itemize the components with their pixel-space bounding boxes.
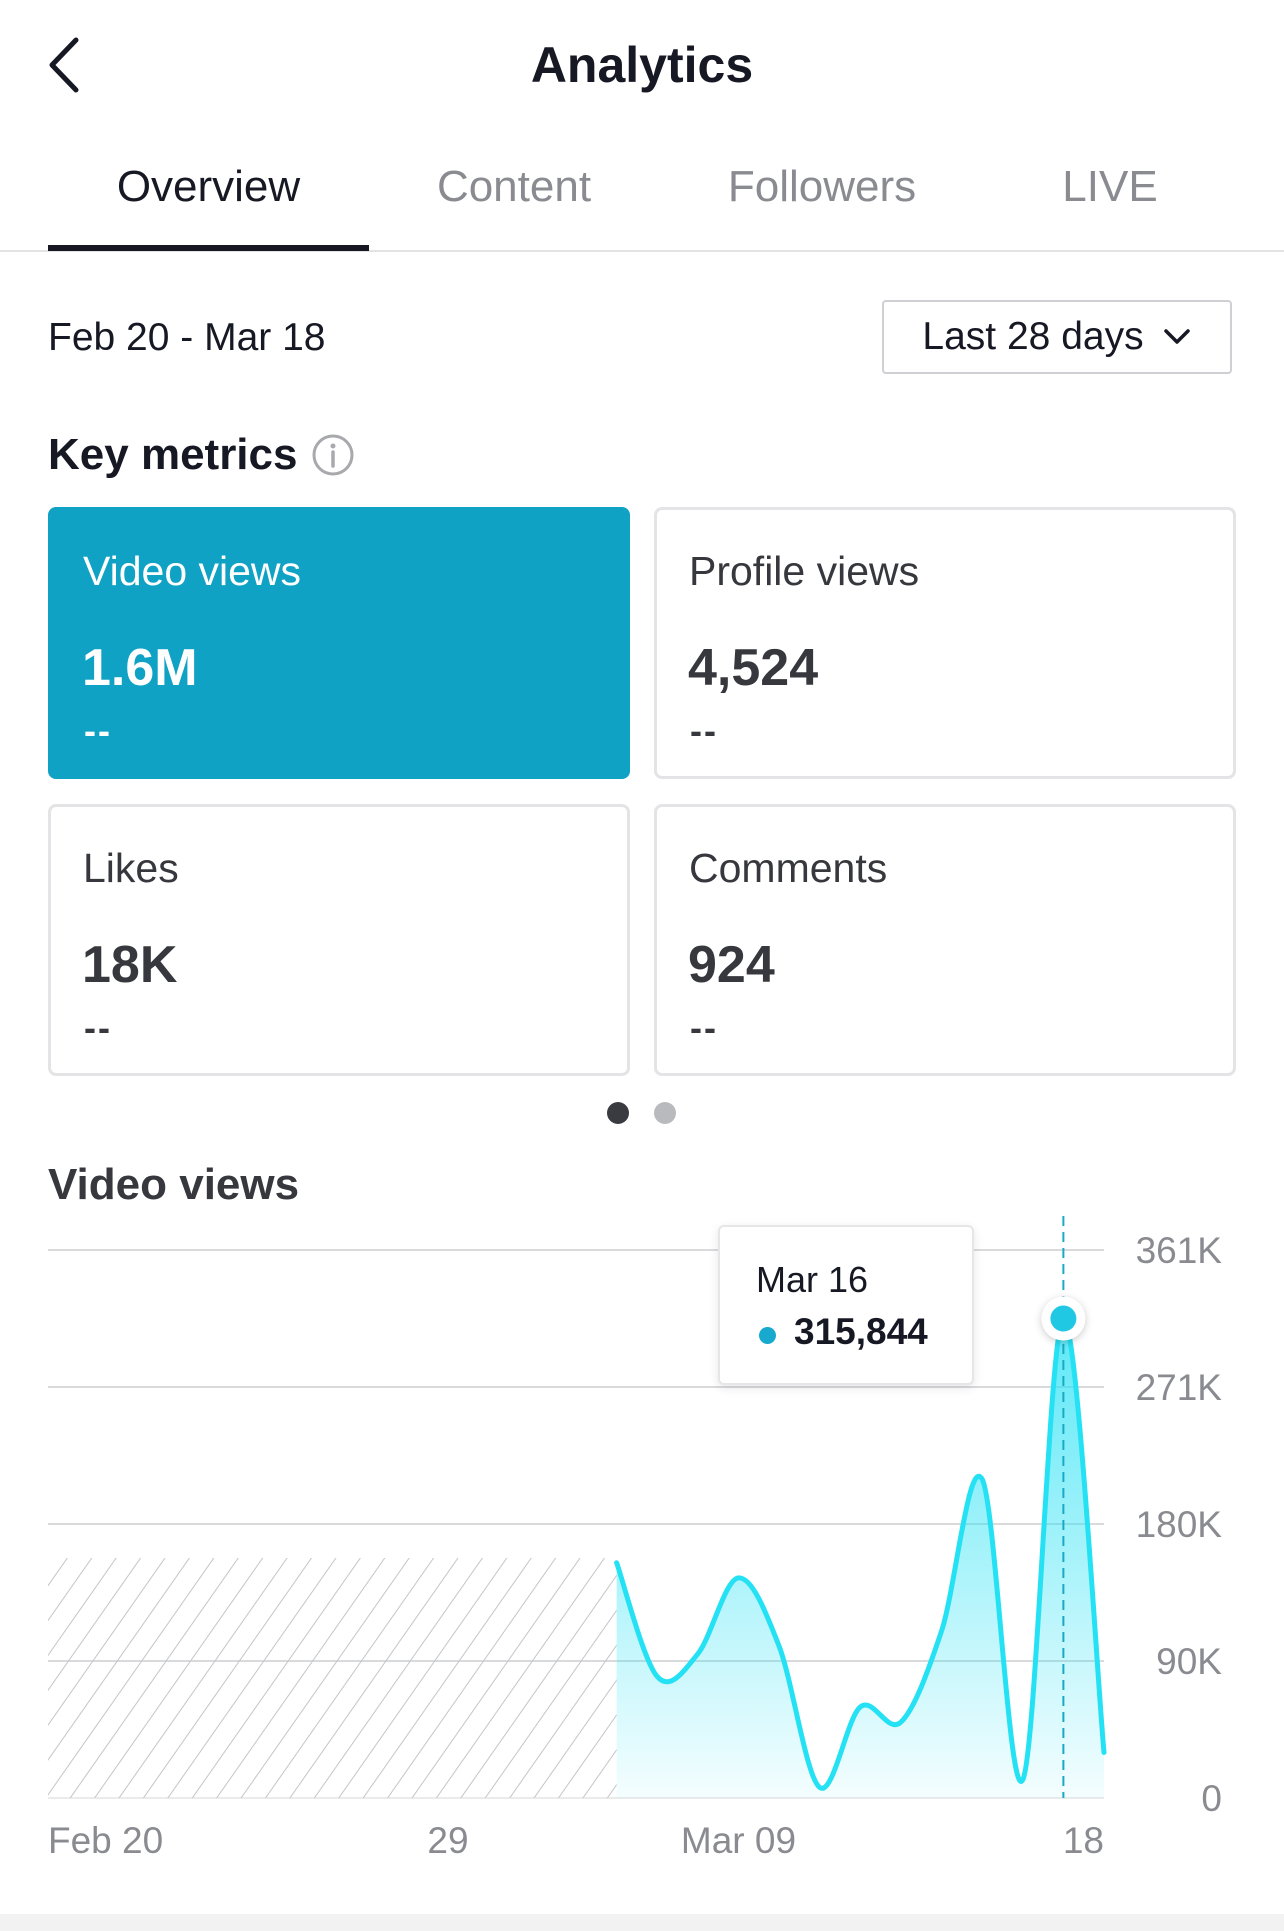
no-data-hatch xyxy=(48,1558,617,1798)
page-title: Analytics xyxy=(530,37,754,93)
x-tick-label: 29 xyxy=(427,1820,468,1861)
tab-live[interactable]: LIVE xyxy=(1062,162,1158,211)
period-select-value: Last 28 days xyxy=(922,315,1144,358)
chevron-left-icon xyxy=(49,37,79,93)
chart-tooltip: Mar 16 315,844 xyxy=(718,1225,974,1385)
active-tab-indicator xyxy=(48,245,369,251)
period-select[interactable]: Last 28 days xyxy=(882,300,1232,374)
metric-label: Comments xyxy=(689,845,888,891)
x-tick-label: 18 xyxy=(1063,1820,1104,1861)
tab-overview[interactable]: Overview xyxy=(116,162,301,211)
series-line xyxy=(614,1316,1107,1791)
metric-card-likes[interactable]: Likes 18K -- xyxy=(48,804,630,1076)
y-tick-label: 180K xyxy=(1136,1504,1223,1545)
date-range: Feb 20 - Mar 18 xyxy=(48,316,326,359)
metric-value: 4,524 xyxy=(688,639,819,697)
x-tick-label: Mar 09 xyxy=(681,1820,796,1861)
metric-label: Video views xyxy=(83,548,302,594)
metric-change: -- xyxy=(84,710,112,751)
y-tick-label: 0 xyxy=(1201,1778,1222,1819)
metric-card-profile-views[interactable]: Profile views 4,524 -- xyxy=(654,507,1236,779)
cursor-point[interactable] xyxy=(1050,1305,1077,1332)
chart-title: Video views xyxy=(48,1160,300,1209)
metric-card-comments[interactable]: Comments 924 -- xyxy=(654,804,1236,1076)
tab-content[interactable]: Content xyxy=(436,162,592,211)
tooltip-value: 315,844 xyxy=(794,1311,928,1352)
metric-change: -- xyxy=(84,1007,112,1048)
y-tick-label: 271K xyxy=(1136,1367,1223,1408)
metric-card-video-views[interactable]: Video views 1.6M -- xyxy=(48,507,630,779)
bottom-edge xyxy=(0,1914,1284,1931)
video-views-chart[interactable]: 361K 271K 180K 90K 0 Feb 20 29 Mar 09 18 xyxy=(0,1200,1284,1880)
x-axis: Feb 20 29 Mar 09 18 xyxy=(48,1820,1104,1861)
metric-label: Likes xyxy=(83,845,179,891)
metric-value: 18K xyxy=(82,936,178,994)
x-tick-label: Feb 20 xyxy=(48,1820,163,1861)
metric-change: -- xyxy=(690,710,718,751)
page-dot-active[interactable] xyxy=(607,1102,629,1124)
metric-label: Profile views xyxy=(689,548,920,594)
back-button[interactable] xyxy=(40,30,96,100)
y-tick-label: 90K xyxy=(1156,1641,1222,1682)
metric-change: -- xyxy=(690,1007,718,1048)
metric-value: 1.6M xyxy=(82,639,198,697)
tab-followers[interactable]: Followers xyxy=(727,162,917,211)
series-area xyxy=(616,1318,1104,1798)
chevron-down-icon xyxy=(1163,329,1190,344)
y-tick-label: 361K xyxy=(1136,1230,1223,1271)
tab-divider xyxy=(0,250,1284,252)
tooltip-date: Mar 16 xyxy=(756,1259,869,1300)
info-icon xyxy=(312,434,354,476)
tooltip-series-dot xyxy=(759,1327,776,1344)
page-dot[interactable] xyxy=(654,1102,676,1124)
y-axis: 361K 271K 180K 90K 0 xyxy=(1136,1230,1223,1819)
key-metrics-title: Key metrics xyxy=(48,430,298,479)
metric-value: 924 xyxy=(688,936,775,994)
info-button[interactable] xyxy=(311,433,355,477)
